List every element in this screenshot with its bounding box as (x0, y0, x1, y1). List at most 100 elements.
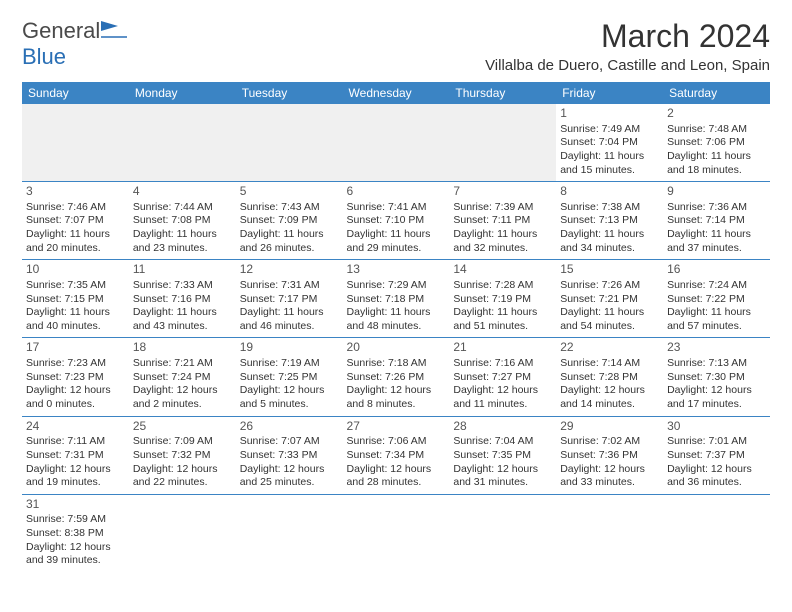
day-number: 23 (667, 340, 766, 356)
calendar-cell: 15Sunrise: 7:26 AMSunset: 7:21 PMDayligh… (556, 260, 663, 338)
sunset-line: Sunset: 7:32 PM (133, 449, 232, 463)
calendar-cell: 31Sunrise: 7:59 AMSunset: 8:38 PMDayligh… (22, 494, 129, 572)
daylight-line: Daylight: 11 hours and 46 minutes. (240, 306, 339, 333)
sunrise-line: Sunrise: 7:41 AM (347, 201, 446, 215)
sunset-line: Sunset: 7:23 PM (26, 371, 125, 385)
calendar-cell-empty (236, 494, 343, 572)
day-number: 1 (560, 106, 659, 122)
day-number: 29 (560, 419, 659, 435)
day-number: 20 (347, 340, 446, 356)
day-number: 27 (347, 419, 446, 435)
month-title: March 2024 (485, 18, 770, 55)
sunrise-line: Sunrise: 7:11 AM (26, 435, 125, 449)
header: GeneralBlue March 2024 Villalba de Duero… (22, 18, 770, 74)
calendar-cell: 2Sunrise: 7:48 AMSunset: 7:06 PMDaylight… (663, 104, 770, 182)
sunset-line: Sunset: 7:16 PM (133, 293, 232, 307)
day-number: 7 (453, 184, 552, 200)
calendar-cell: 12Sunrise: 7:31 AMSunset: 7:17 PMDayligh… (236, 260, 343, 338)
sunrise-line: Sunrise: 7:26 AM (560, 279, 659, 293)
day-number: 4 (133, 184, 232, 200)
sunset-line: Sunset: 7:11 PM (453, 214, 552, 228)
day-number: 14 (453, 262, 552, 278)
sunrise-line: Sunrise: 7:35 AM (26, 279, 125, 293)
sunrise-line: Sunrise: 7:36 AM (667, 201, 766, 215)
daylight-line: Daylight: 12 hours and 25 minutes. (240, 463, 339, 490)
daylight-line: Daylight: 11 hours and 32 minutes. (453, 228, 552, 255)
calendar-cell: 20Sunrise: 7:18 AMSunset: 7:26 PMDayligh… (343, 338, 450, 416)
sunset-line: Sunset: 7:10 PM (347, 214, 446, 228)
calendar-cell-empty (343, 494, 450, 572)
sunset-line: Sunset: 7:25 PM (240, 371, 339, 385)
day-number: 26 (240, 419, 339, 435)
logo: GeneralBlue (22, 18, 128, 70)
day-number: 18 (133, 340, 232, 356)
daylight-line: Daylight: 12 hours and 5 minutes. (240, 384, 339, 411)
sunset-line: Sunset: 7:06 PM (667, 136, 766, 150)
daylight-line: Daylight: 11 hours and 57 minutes. (667, 306, 766, 333)
sunset-line: Sunset: 7:36 PM (560, 449, 659, 463)
day-number: 31 (26, 497, 125, 513)
sunset-line: Sunset: 7:15 PM (26, 293, 125, 307)
daylight-line: Daylight: 11 hours and 15 minutes. (560, 150, 659, 177)
daylight-line: Daylight: 11 hours and 48 minutes. (347, 306, 446, 333)
calendar-cell: 16Sunrise: 7:24 AMSunset: 7:22 PMDayligh… (663, 260, 770, 338)
day-header: Saturday (663, 82, 770, 104)
daylight-line: Daylight: 11 hours and 29 minutes. (347, 228, 446, 255)
sunset-line: Sunset: 7:09 PM (240, 214, 339, 228)
sunset-line: Sunset: 7:04 PM (560, 136, 659, 150)
day-number: 12 (240, 262, 339, 278)
calendar-cell: 10Sunrise: 7:35 AMSunset: 7:15 PMDayligh… (22, 260, 129, 338)
day-number: 28 (453, 419, 552, 435)
daylight-line: Daylight: 12 hours and 17 minutes. (667, 384, 766, 411)
daylight-line: Daylight: 11 hours and 34 minutes. (560, 228, 659, 255)
calendar-cell: 19Sunrise: 7:19 AMSunset: 7:25 PMDayligh… (236, 338, 343, 416)
sunrise-line: Sunrise: 7:33 AM (133, 279, 232, 293)
sunset-line: Sunset: 7:33 PM (240, 449, 339, 463)
sunset-line: Sunset: 7:28 PM (560, 371, 659, 385)
sunrise-line: Sunrise: 7:59 AM (26, 513, 125, 527)
daylight-line: Daylight: 12 hours and 11 minutes. (453, 384, 552, 411)
calendar-cell-empty (663, 494, 770, 572)
day-number: 9 (667, 184, 766, 200)
daylight-line: Daylight: 12 hours and 28 minutes. (347, 463, 446, 490)
calendar-cell-empty (236, 104, 343, 182)
day-number: 30 (667, 419, 766, 435)
daylight-line: Daylight: 11 hours and 43 minutes. (133, 306, 232, 333)
calendar-cell-empty (343, 104, 450, 182)
calendar-cell: 17Sunrise: 7:23 AMSunset: 7:23 PMDayligh… (22, 338, 129, 416)
sunset-line: Sunset: 7:26 PM (347, 371, 446, 385)
daylight-line: Daylight: 11 hours and 37 minutes. (667, 228, 766, 255)
calendar-row: 1Sunrise: 7:49 AMSunset: 7:04 PMDaylight… (22, 104, 770, 182)
sunset-line: Sunset: 7:31 PM (26, 449, 125, 463)
sunrise-line: Sunrise: 7:19 AM (240, 357, 339, 371)
calendar-cell-empty (449, 494, 556, 572)
day-number: 11 (133, 262, 232, 278)
calendar-row: 10Sunrise: 7:35 AMSunset: 7:15 PMDayligh… (22, 260, 770, 338)
calendar-cell: 1Sunrise: 7:49 AMSunset: 7:04 PMDaylight… (556, 104, 663, 182)
sunrise-line: Sunrise: 7:49 AM (560, 123, 659, 137)
sunrise-line: Sunrise: 7:31 AM (240, 279, 339, 293)
calendar-cell: 22Sunrise: 7:14 AMSunset: 7:28 PMDayligh… (556, 338, 663, 416)
calendar-cell: 29Sunrise: 7:02 AMSunset: 7:36 PMDayligh… (556, 416, 663, 494)
daylight-line: Daylight: 11 hours and 18 minutes. (667, 150, 766, 177)
calendar-cell: 14Sunrise: 7:28 AMSunset: 7:19 PMDayligh… (449, 260, 556, 338)
daylight-line: Daylight: 11 hours and 54 minutes. (560, 306, 659, 333)
daylight-line: Daylight: 11 hours and 20 minutes. (26, 228, 125, 255)
sunset-line: Sunset: 7:21 PM (560, 293, 659, 307)
day-number: 15 (560, 262, 659, 278)
day-number: 24 (26, 419, 125, 435)
calendar-row: 17Sunrise: 7:23 AMSunset: 7:23 PMDayligh… (22, 338, 770, 416)
day-number: 2 (667, 106, 766, 122)
sunrise-line: Sunrise: 7:24 AM (667, 279, 766, 293)
daylight-line: Daylight: 12 hours and 0 minutes. (26, 384, 125, 411)
calendar-cell: 7Sunrise: 7:39 AMSunset: 7:11 PMDaylight… (449, 182, 556, 260)
calendar-cell: 26Sunrise: 7:07 AMSunset: 7:33 PMDayligh… (236, 416, 343, 494)
day-header: Monday (129, 82, 236, 104)
sunset-line: Sunset: 7:08 PM (133, 214, 232, 228)
sunrise-line: Sunrise: 7:01 AM (667, 435, 766, 449)
sunset-line: Sunset: 7:14 PM (667, 214, 766, 228)
calendar-cell: 3Sunrise: 7:46 AMSunset: 7:07 PMDaylight… (22, 182, 129, 260)
daylight-line: Daylight: 11 hours and 23 minutes. (133, 228, 232, 255)
calendar-cell: 30Sunrise: 7:01 AMSunset: 7:37 PMDayligh… (663, 416, 770, 494)
daylight-line: Daylight: 12 hours and 22 minutes. (133, 463, 232, 490)
